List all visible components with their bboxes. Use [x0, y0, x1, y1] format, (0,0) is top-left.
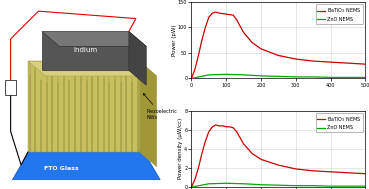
Y-axis label: Power density (μW/cc): Power density (μW/cc) — [178, 118, 183, 180]
Y-axis label: Power (pW): Power (pW) — [172, 24, 176, 56]
Polygon shape — [42, 32, 129, 70]
Polygon shape — [42, 32, 146, 46]
Polygon shape — [28, 61, 139, 152]
Polygon shape — [139, 61, 157, 167]
Bar — [6, 80, 16, 94]
Polygon shape — [28, 61, 157, 76]
Polygon shape — [129, 32, 146, 85]
Legend: BaTiO$_3$ NEMS, ZnO NEMS: BaTiO$_3$ NEMS, ZnO NEMS — [315, 113, 363, 132]
Text: FTO Glass: FTO Glass — [44, 166, 78, 171]
Legend: BaTiO$_3$ NEMS, ZnO NEMS: BaTiO$_3$ NEMS, ZnO NEMS — [315, 4, 363, 24]
Polygon shape — [13, 150, 160, 180]
Text: Piezoelectric
NWs: Piezoelectric NWs — [144, 94, 177, 120]
Text: Indium: Indium — [73, 47, 97, 53]
